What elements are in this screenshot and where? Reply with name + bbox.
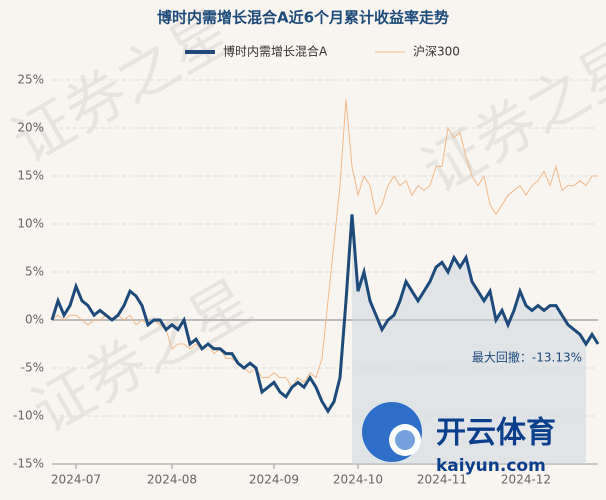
legend: 博时内需增长混合A 沪深300 <box>185 44 460 59</box>
drawdown-shade <box>352 214 586 464</box>
line <box>51 99 598 389</box>
chart-title: 博时内需增长混合A近6个月累计收益率走势 <box>157 9 449 27</box>
legend-label: 博时内需增长混合A <box>223 44 328 59</box>
y-tick-label: -15% <box>13 457 44 471</box>
x-tick-label: 2024-12 <box>501 473 551 487</box>
x-tick-label: 2024-10 <box>333 473 383 487</box>
y-tick-label: 5% <box>25 265 44 279</box>
x-tick-label: 2024-09 <box>249 473 299 487</box>
logo-url: kaiyun.com <box>436 456 546 476</box>
annotation: 最大回撤：-13.13% <box>472 350 582 365</box>
x-tick-label: 2024-07 <box>51 473 101 487</box>
watermark: 证券之星 <box>1 0 244 177</box>
logo-text: 开云体育 <box>436 416 556 451</box>
logo: 开云体育 kaiyun.com <box>362 402 556 476</box>
line <box>50 214 600 415</box>
x-tick-label: 2024-11 <box>417 473 467 487</box>
y-tick-label: 20% <box>17 121 44 135</box>
legend-label: 沪深300 <box>413 45 460 59</box>
watermark: 证券之星 <box>21 267 264 448</box>
x-tick-label: 2024-08 <box>147 473 197 487</box>
y-tick-label: -5% <box>21 361 44 375</box>
y-tick-label: -10% <box>13 409 44 423</box>
y-tick-label: 0% <box>25 313 44 327</box>
y-tick-label: 15% <box>17 169 44 183</box>
y-tick-label: 10% <box>17 217 44 231</box>
y-tick-label: 25% <box>17 73 44 87</box>
